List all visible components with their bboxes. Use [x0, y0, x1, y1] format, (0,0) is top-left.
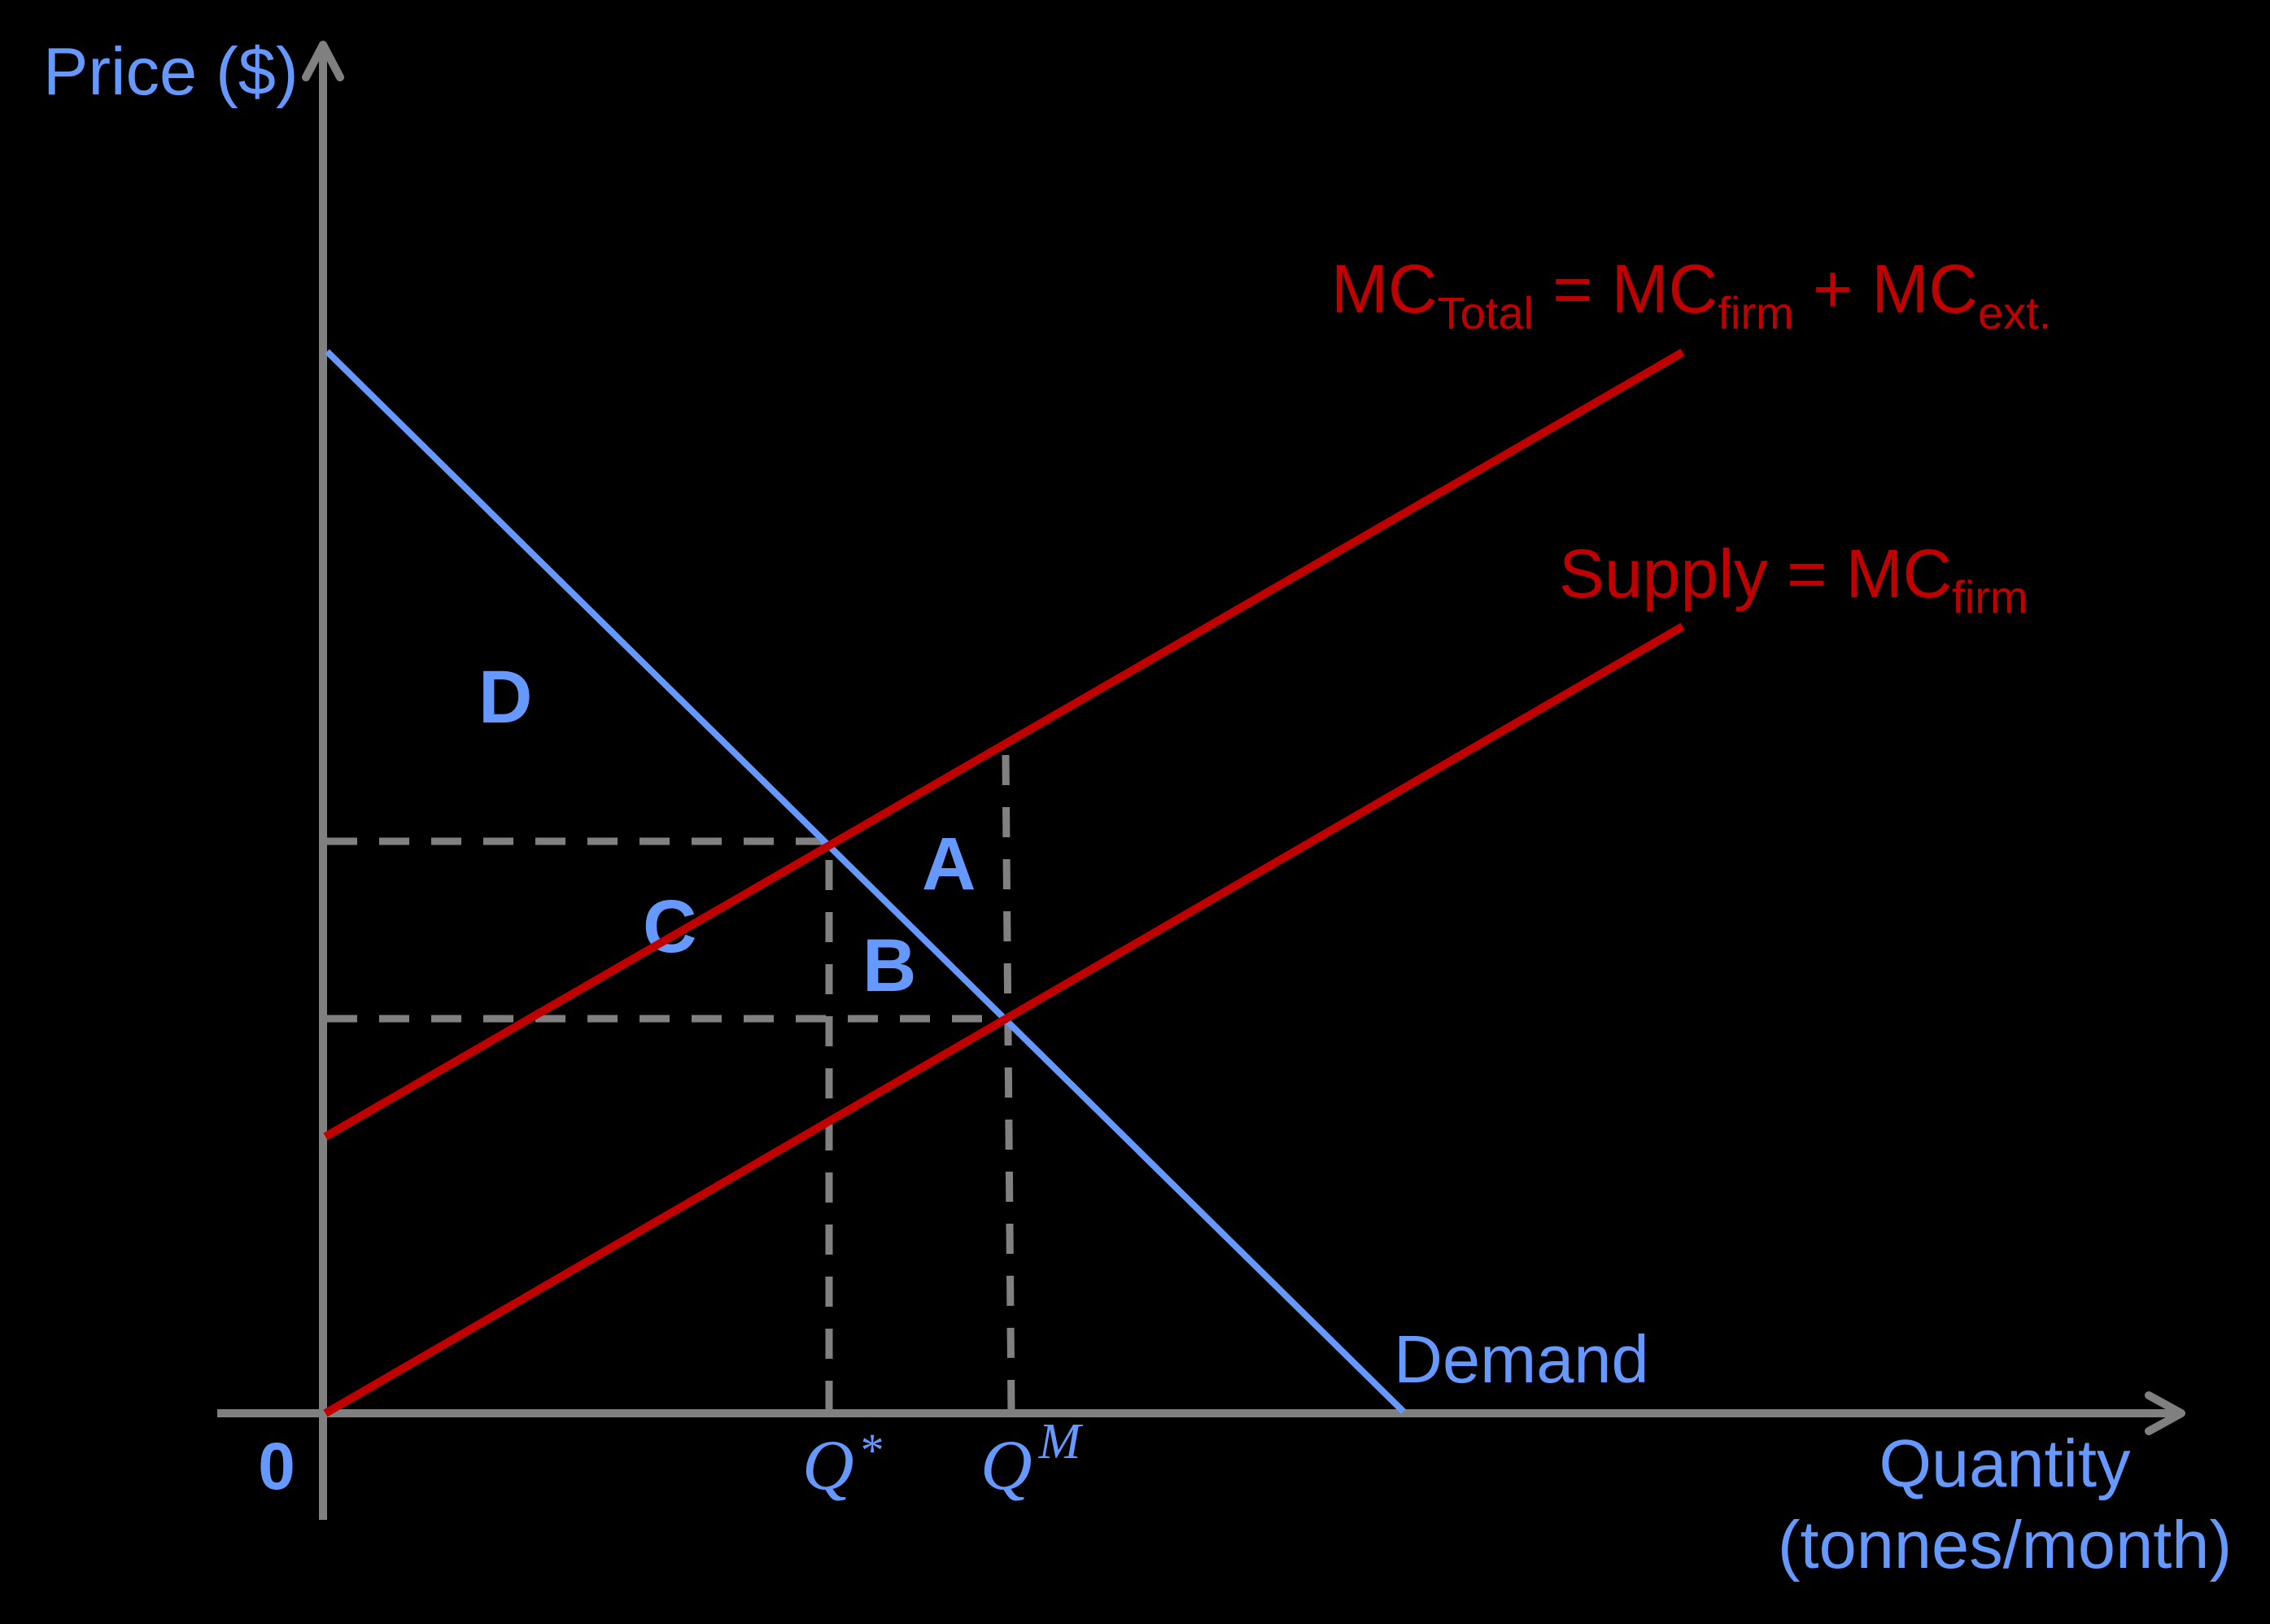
q-star-superscript: *	[861, 1424, 884, 1477]
y-axis-label: Price ($)	[43, 33, 299, 109]
mc-total-sub2: firm	[1718, 287, 1793, 338]
supply-label-sub: firm	[1952, 571, 2028, 622]
region-d-label: D	[478, 656, 532, 739]
demand-curve	[325, 349, 1406, 1414]
mc-total-sub1: Total	[1438, 287, 1534, 338]
y-axis-arrowhead-icon	[302, 41, 344, 81]
mc-total-part2: = MC	[1534, 251, 1718, 327]
x-axis-label-line2: (tonnes/month)	[1778, 1507, 2232, 1583]
q-market-base: Q	[980, 1426, 1032, 1505]
supply-curve	[323, 622, 1685, 1417]
guide-lines	[327, 754, 1015, 1414]
supply-label-main: Supply = MC	[1559, 535, 1952, 612]
q-star-label: Q *	[802, 1424, 884, 1505]
mc-total-curve	[323, 348, 1685, 1141]
x-axis-arrowhead-icon	[2145, 1391, 2185, 1435]
mc-total-sub3: ext.	[1978, 287, 2051, 338]
q-star-base: Q	[802, 1426, 854, 1505]
region-b-label: B	[862, 924, 916, 1007]
demand-label: Demand	[1394, 1321, 1649, 1397]
origin-label: 0	[258, 1430, 295, 1504]
q-market-superscript: M	[1038, 1414, 1084, 1469]
x-axis-label-line1: Quantity	[1879, 1425, 2131, 1501]
axes	[217, 41, 2185, 1520]
q-market-dashed-line	[1002, 754, 1015, 1414]
mc-total-part1: MC	[1331, 251, 1438, 327]
mc-total-label: MCTotal = MCfirm + MCext.	[1331, 251, 2051, 338]
supply-label: Supply = MCfirm	[1559, 535, 2028, 622]
mc-total-part3: + MC	[1794, 251, 1978, 327]
region-a-label: A	[922, 823, 976, 906]
